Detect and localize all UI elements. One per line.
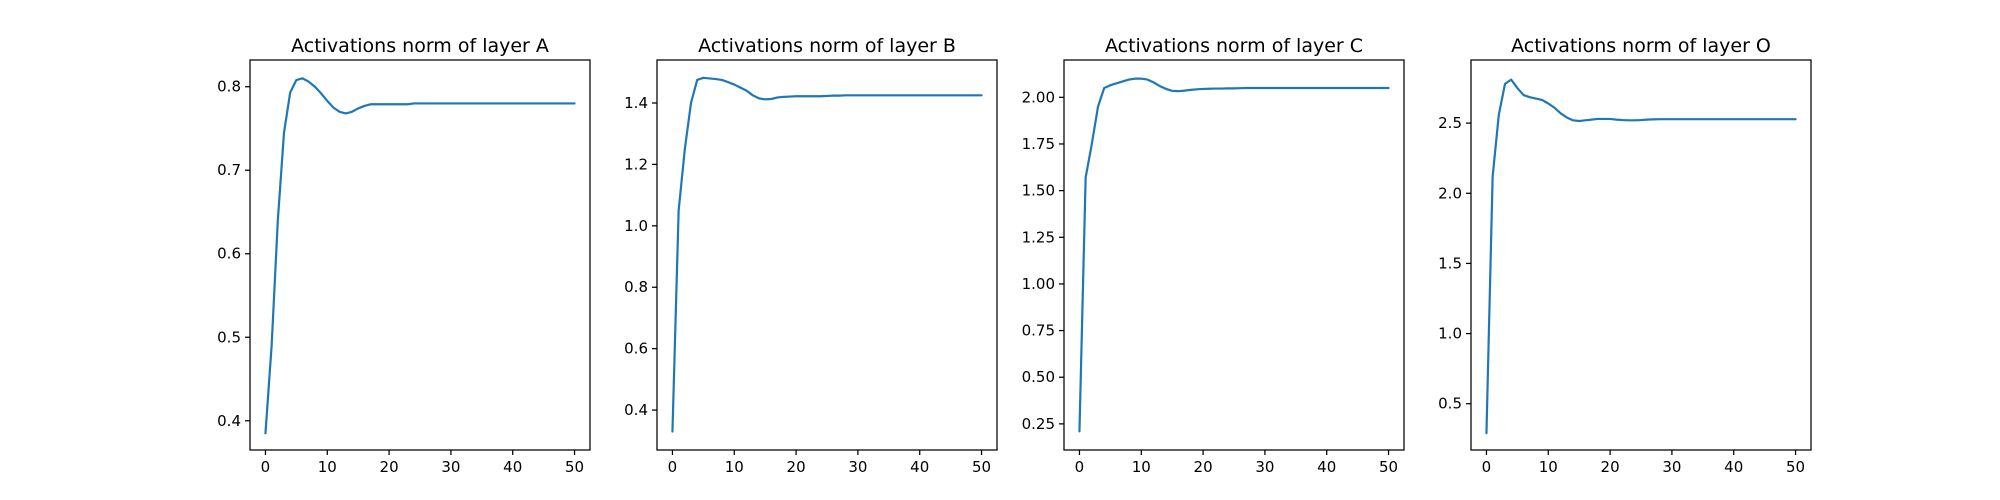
axes-frame [1063, 59, 1405, 451]
x-tick-label: 0 [1482, 458, 1492, 476]
y-tick-label: 0.75 [1022, 322, 1055, 340]
y-tick-label: 0.25 [1022, 415, 1055, 433]
y-tick-label: 1.5 [1438, 254, 1462, 272]
x-tick-label: 0 [1075, 458, 1085, 476]
x-tick-label: 10 [318, 458, 337, 476]
panel-layer-a: Activations norm of layer A 0 10 20 30 40 50 0… [217, 35, 591, 476]
x-tick-label: 10 [1132, 458, 1151, 476]
x-tick-label: 30 [441, 458, 460, 476]
y-tick-label: 2.00 [1022, 88, 1055, 106]
x-tick-label: 40 [503, 458, 522, 476]
y-tick-label: 1.4 [624, 94, 648, 112]
panel-layer-b: Activations norm of layer B 0 10 20 30 40 50 0… [624, 35, 998, 476]
y-tick-label: 1.0 [624, 217, 648, 235]
y-tick-label: 0.4 [624, 401, 648, 419]
x-tick-label: 50 [565, 458, 584, 476]
y-tick-label: 1.75 [1022, 135, 1055, 153]
y-tick-label: 1.50 [1022, 182, 1055, 200]
y-tick-label: 0.8 [217, 78, 241, 96]
y-tick-label: 0.8 [624, 278, 648, 296]
y-tick-label: 0.6 [624, 340, 648, 358]
x-tick-label: 0 [668, 458, 678, 476]
panel-title: Activations norm of layer A [291, 35, 549, 57]
x-tick-label: 20 [1601, 458, 1620, 476]
series-line [1078, 77, 1390, 433]
y-tick-label: 1.0 [1438, 325, 1462, 343]
y-tick-label: 0.4 [217, 412, 241, 430]
panel-title: Activations norm of layer B [698, 35, 956, 57]
panel-layer-o: Activations norm of layer O 0 10 20 30 40 50 0… [1438, 35, 1812, 476]
x-tick-label: 30 [848, 458, 867, 476]
x-tick-label: 40 [1317, 458, 1336, 476]
x-tick-label: 50 [972, 458, 991, 476]
x-tick-label: 20 [1194, 458, 1213, 476]
y-tick-label: 1.2 [624, 155, 648, 173]
x-tick-label: 40 [910, 458, 929, 476]
x-tick-label: 50 [1786, 458, 1805, 476]
y-tick-label: 2.5 [1438, 114, 1462, 132]
y-tick-label: 0.50 [1022, 368, 1055, 386]
series-line [1485, 78, 1797, 435]
x-tick-label: 10 [1539, 458, 1558, 476]
y-tick-label: 0.5 [217, 328, 241, 346]
x-tick-label: 30 [1255, 458, 1274, 476]
y-tick-label: 0.6 [217, 245, 241, 263]
y-tick-label: 0.5 [1438, 395, 1462, 413]
y-tick-label: 1.25 [1022, 228, 1055, 246]
panel-title: Activations norm of layer O [1511, 35, 1771, 57]
x-tick-label: 40 [1724, 458, 1743, 476]
x-tick-label: 20 [787, 458, 806, 476]
series-line [671, 76, 983, 433]
panel-layer-c: Activations norm of layer C 0 10 20 30 40 50 0… [1022, 35, 1405, 476]
axes-frame [1470, 59, 1812, 451]
y-tick-label: 2.0 [1438, 184, 1462, 202]
x-tick-label: 0 [261, 458, 271, 476]
x-tick-label: 30 [1662, 458, 1681, 476]
x-tick-label: 50 [1379, 458, 1398, 476]
panel-title: Activations norm of layer C [1105, 35, 1363, 57]
y-tick-label: 1.00 [1022, 275, 1055, 293]
axes-frame [249, 59, 591, 451]
x-tick-label: 20 [380, 458, 399, 476]
y-tick-label: 0.7 [217, 161, 241, 179]
series-line [264, 77, 576, 435]
x-tick-label: 10 [725, 458, 744, 476]
axes-frame [656, 59, 998, 451]
